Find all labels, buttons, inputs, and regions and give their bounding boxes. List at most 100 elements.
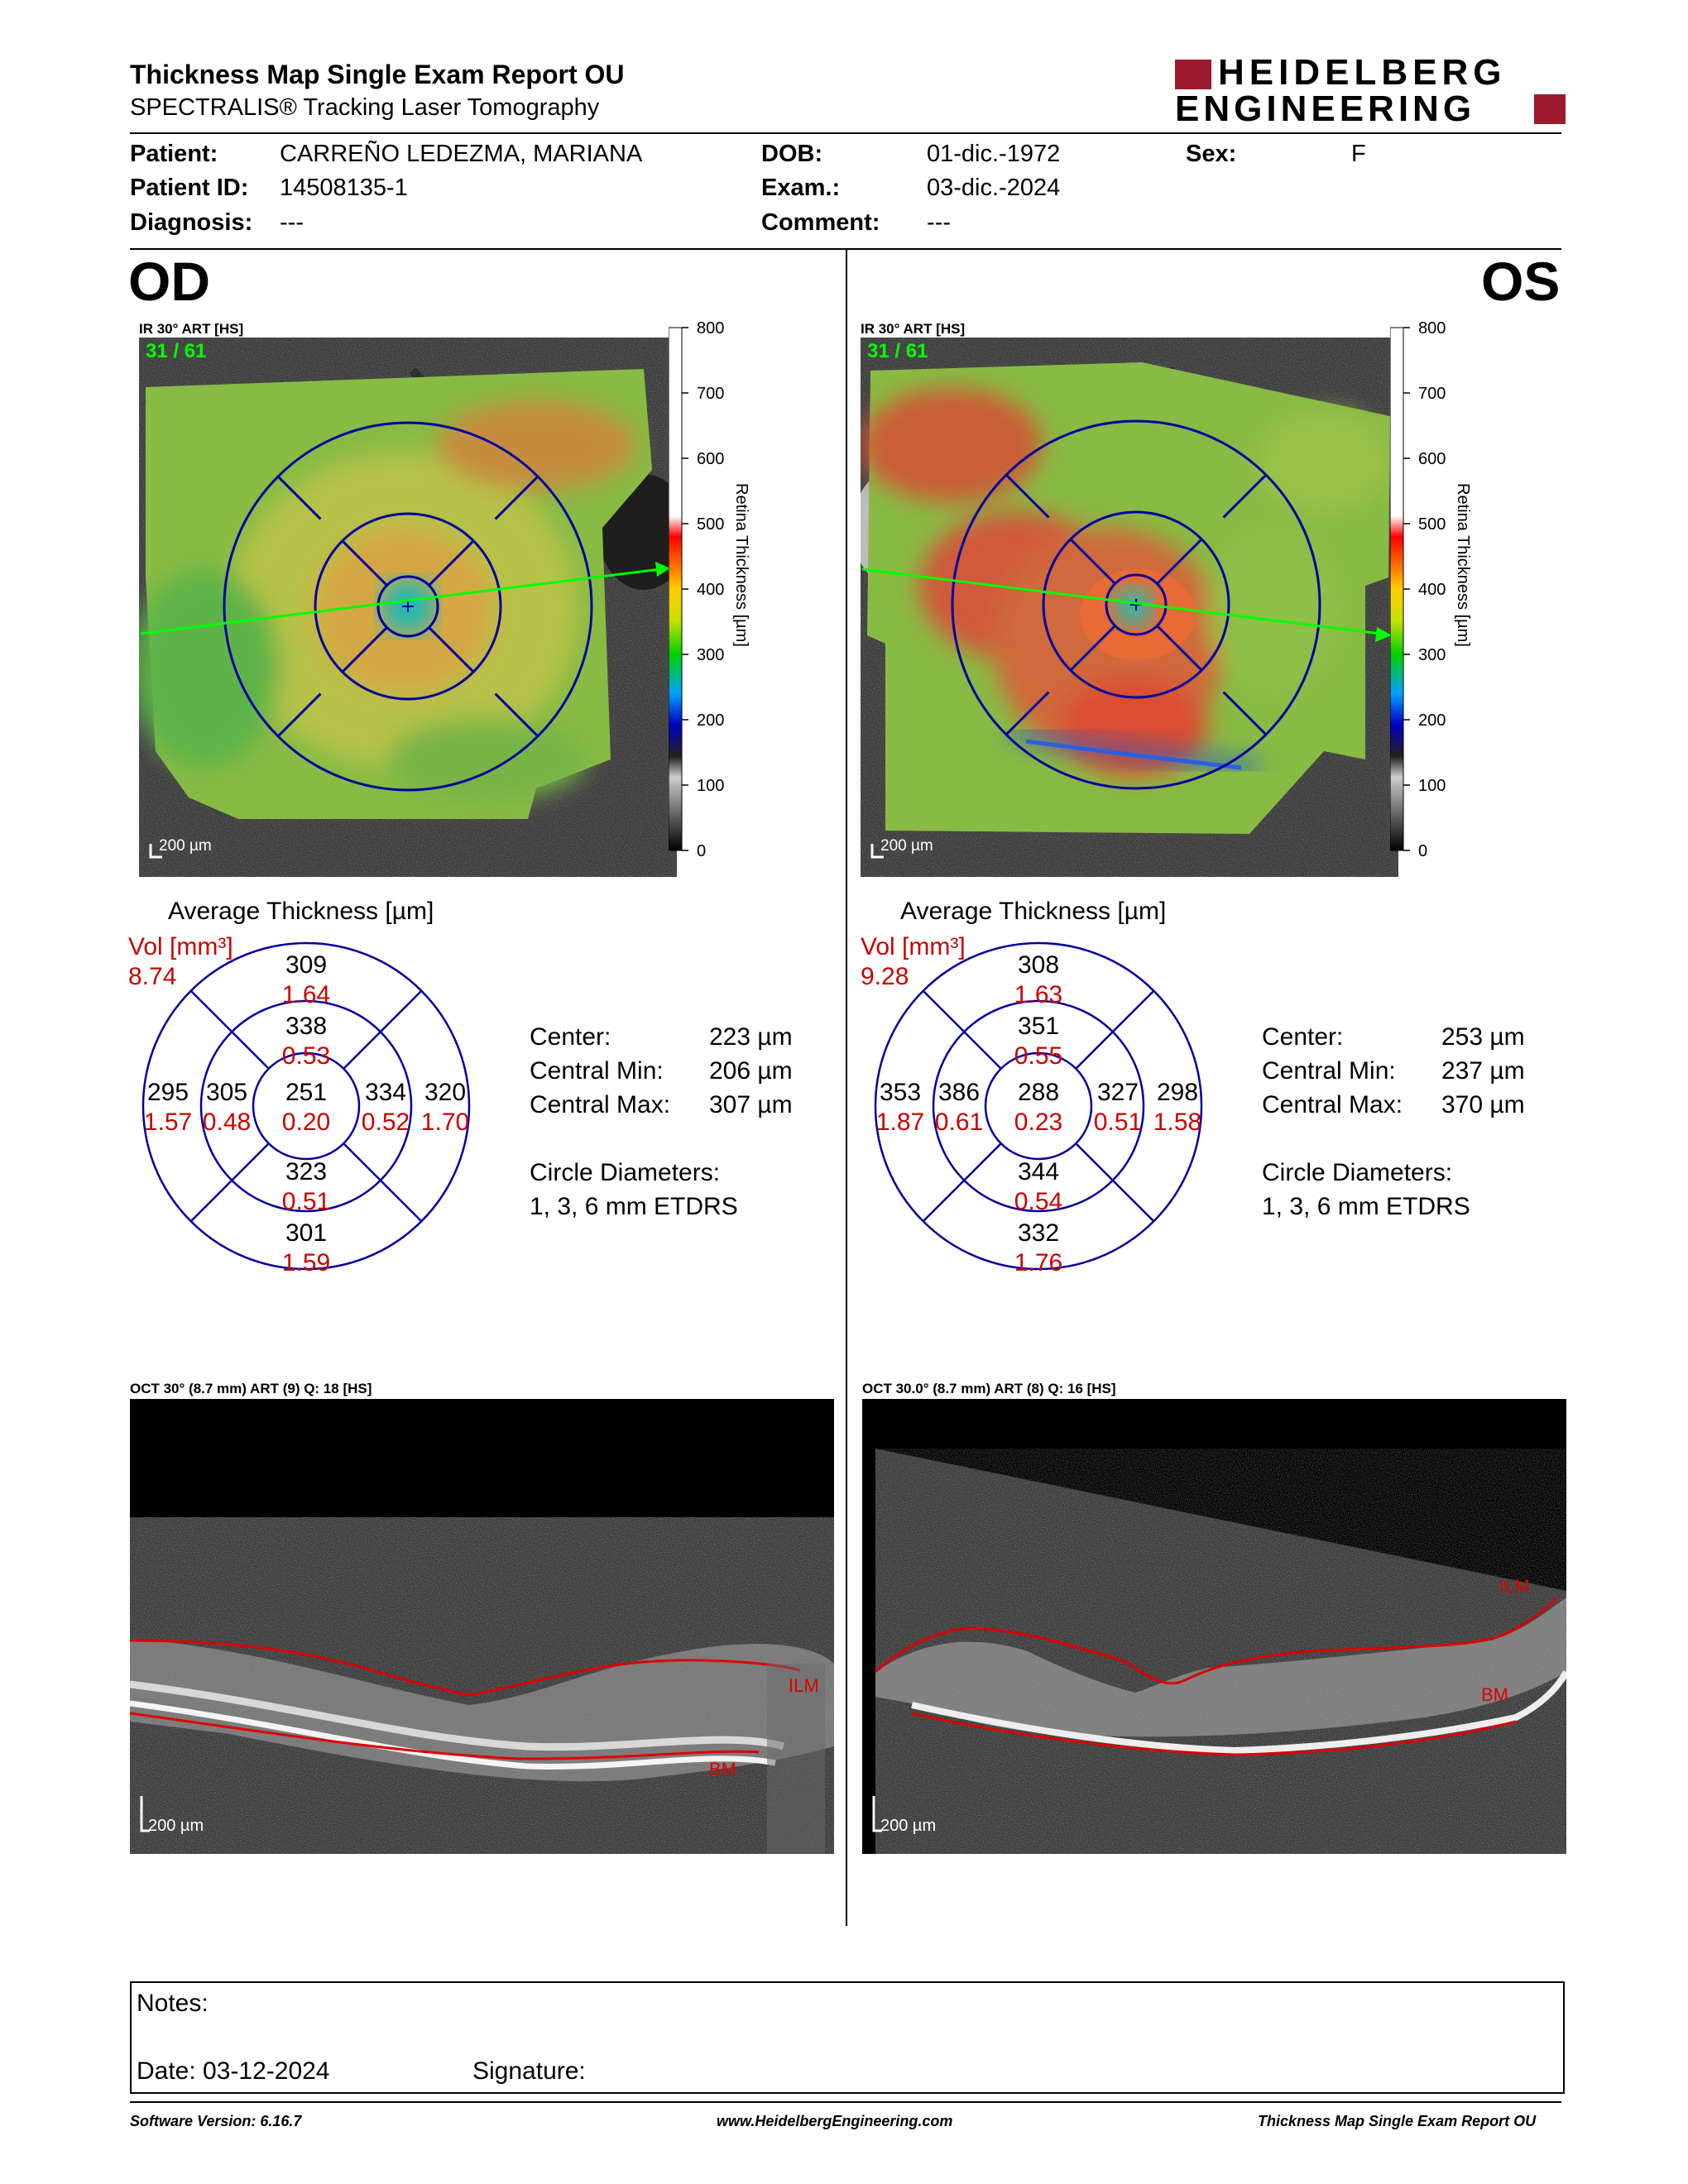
od-outer-nasal-thickness: 320 xyxy=(424,1079,466,1106)
od-oct-label: OCT 30° (8.7 mm) ART (9) Q: 18 [HS] xyxy=(130,1381,372,1396)
os-colorbar-tick-label: 500 xyxy=(1418,515,1446,534)
od-scale-label: 200 µm xyxy=(159,837,212,855)
patient-name: CARREÑO LEDEZMA, MARIANA xyxy=(280,141,643,167)
od-colorbar: 800 700 600 500 400 300 200 100 0 Retina Thickne… xyxy=(669,319,750,860)
notes-label: Notes: xyxy=(137,1990,209,2017)
report-subtitle: SPECTRALIS® Tracking Laser Tomography xyxy=(130,94,600,121)
os-outer-temporal-volume: 1.58 xyxy=(1153,1109,1201,1136)
os-inner-temporal-volume: 0.51 xyxy=(1094,1109,1142,1136)
os-outer-inferior-volume: 1.76 xyxy=(1014,1249,1062,1272)
od-inner-temporal-volume: 0.48 xyxy=(203,1109,251,1136)
od-outer-temporal-thickness: 295 xyxy=(147,1079,189,1106)
od-colorbar-tick-label: 200 xyxy=(697,711,724,730)
os-colorbar-tick-label: 600 xyxy=(1418,450,1446,468)
os-center-volume: 0.23 xyxy=(1014,1109,1062,1136)
software-version: Software Version: 6.16.7 xyxy=(130,2113,302,2129)
od-center-thickness: 251 xyxy=(285,1079,327,1106)
patient-rule xyxy=(130,248,1561,250)
os-inner-temporal-thickness: 327 xyxy=(1097,1079,1139,1106)
dob-label: DOB: xyxy=(761,141,823,167)
os-colorbar-tick-label: 700 xyxy=(1418,385,1446,403)
os-colorbar-tick-label: 400 xyxy=(1418,581,1446,599)
website-link[interactable]: www.HeidelbergEngineering.com xyxy=(717,2113,953,2129)
os-bm-label: BM xyxy=(1481,1684,1508,1705)
od-outer-inferior-volume: 1.59 xyxy=(282,1249,330,1272)
os-inner-inferior-thickness: 344 xyxy=(1018,1158,1059,1185)
od-colorbar-tick-label: 300 xyxy=(697,646,724,664)
os-inner-superior-thickness: 351 xyxy=(1018,1013,1059,1040)
os-center-value: 253 µm xyxy=(1441,1023,1525,1051)
od-outer-temporal-volume: 1.57 xyxy=(144,1109,192,1136)
os-outer-nasal-thickness: 353 xyxy=(880,1079,921,1106)
od-colorbar-tick-label: 500 xyxy=(697,515,724,534)
od-etdrs-grid: 309 1.64 338 0.53 295 1.57 305 0.48 251 … xyxy=(141,941,471,1272)
os-colorbar-tick-label: 300 xyxy=(1418,646,1446,664)
os-inner-nasal-thickness: 386 xyxy=(938,1079,980,1106)
od-center-volume: 0.20 xyxy=(282,1109,330,1136)
os-scan-index: 31 / 61 xyxy=(867,340,928,362)
os-etdrs-grid: 308 1.63 351 0.55 353 1.87 386 0.61 288 … xyxy=(874,941,1203,1272)
eye-os-label: OS xyxy=(1481,251,1561,312)
od-oct-bscan: ILM BM 200 µm xyxy=(130,1399,834,1854)
patient-id-label: Patient ID: xyxy=(130,175,249,201)
comment-value: --- xyxy=(927,209,951,236)
os-colorbar: 800 700 600 500 400 300 200 100 0 Retina Thickne… xyxy=(1390,319,1472,860)
od-colorbar-tick-label: 100 xyxy=(697,777,724,795)
od-outer-superior-thickness: 309 xyxy=(285,951,327,979)
os-colorbar-tick-label: 200 xyxy=(1418,711,1446,730)
header-rule xyxy=(130,132,1561,134)
os-thickness-map: 31 / 61 200 µm xyxy=(861,338,1398,877)
os-inner-nasal-volume: 0.61 xyxy=(935,1109,983,1136)
od-center-value: 223 µm xyxy=(709,1023,793,1051)
os-oct-scale-label: 200 µm xyxy=(880,1817,936,1835)
os-central-max-value: 370 µm xyxy=(1441,1091,1525,1118)
od-inner-superior-thickness: 338 xyxy=(285,1013,327,1040)
os-central-min-label: Central Min: xyxy=(1262,1057,1396,1085)
exam-value: 03-dic.-2024 xyxy=(927,175,1061,201)
od-ir-label: IR 30° ART [HS] xyxy=(139,321,244,337)
sex-label: Sex: xyxy=(1186,141,1237,167)
date-label: Date: 03-12-2024 xyxy=(137,2057,330,2085)
patient-label: Patient: xyxy=(130,141,218,167)
os-central-min-value: 237 µm xyxy=(1441,1057,1525,1085)
od-vol-label: Vol [mm³] xyxy=(128,933,233,960)
os-colorbar-tick-label: 100 xyxy=(1418,777,1446,795)
od-circle-diameters-label: Circle Diameters: xyxy=(530,1159,721,1186)
os-circle-diameters-value: 1, 3, 6 mm ETDRS xyxy=(1262,1193,1470,1220)
od-outer-inferior-thickness: 301 xyxy=(285,1219,327,1247)
os-center-label: Center: xyxy=(1262,1023,1344,1051)
od-circle-diameters-value: 1, 3, 6 mm ETDRS xyxy=(530,1193,738,1220)
od-inner-superior-volume: 0.53 xyxy=(282,1042,330,1070)
od-central-max-value: 307 µm xyxy=(709,1091,793,1118)
od-central-max-label: Central Max: xyxy=(530,1091,671,1118)
od-colorbar-tick-label: 700 xyxy=(697,385,724,403)
od-inner-nasal-volume: 0.52 xyxy=(362,1109,410,1136)
od-outer-nasal-volume: 1.70 xyxy=(421,1109,469,1136)
os-outer-superior-volume: 1.63 xyxy=(1014,981,1062,1008)
os-inner-inferior-volume: 0.54 xyxy=(1014,1188,1062,1215)
os-ir-label: IR 30° ART [HS] xyxy=(861,321,966,337)
od-central-min-value: 206 µm xyxy=(709,1057,793,1085)
os-outer-temporal-thickness: 298 xyxy=(1157,1079,1198,1106)
od-avg-thickness-title: Average Thickness [µm] xyxy=(168,898,434,925)
sex-value: F xyxy=(1351,141,1366,167)
diagnosis-label: Diagnosis: xyxy=(130,209,253,236)
od-center-label: Center: xyxy=(530,1023,611,1051)
os-ilm-label: ILM xyxy=(1499,1576,1530,1597)
od-bm-label: BM xyxy=(709,1759,736,1779)
os-circle-diameters-label: Circle Diameters: xyxy=(1262,1159,1453,1186)
signature-label: Signature: xyxy=(472,2057,586,2085)
os-central-max-label: Central Max: xyxy=(1262,1091,1403,1118)
comment-label: Comment: xyxy=(761,209,880,236)
diagnosis-value: --- xyxy=(280,209,304,236)
notes-box[interactable]: Notes: Date: 03-12-2024 Signature: xyxy=(130,1981,1565,2094)
od-vol-total: 8.74 xyxy=(128,963,177,990)
os-outer-nasal-volume: 1.87 xyxy=(876,1109,924,1136)
od-thickness-map: 31 / 61 200 µm xyxy=(139,338,677,877)
eye-od-label: OD xyxy=(128,251,210,312)
od-inner-inferior-thickness: 323 xyxy=(285,1158,327,1185)
patient-id: 14508135-1 xyxy=(280,175,408,201)
od-outer-superior-volume: 1.64 xyxy=(282,981,330,1008)
footer-report-name: Thickness Map Single Exam Report OU xyxy=(1258,2113,1537,2129)
os-vol-label: Vol [mm³] xyxy=(861,933,966,960)
